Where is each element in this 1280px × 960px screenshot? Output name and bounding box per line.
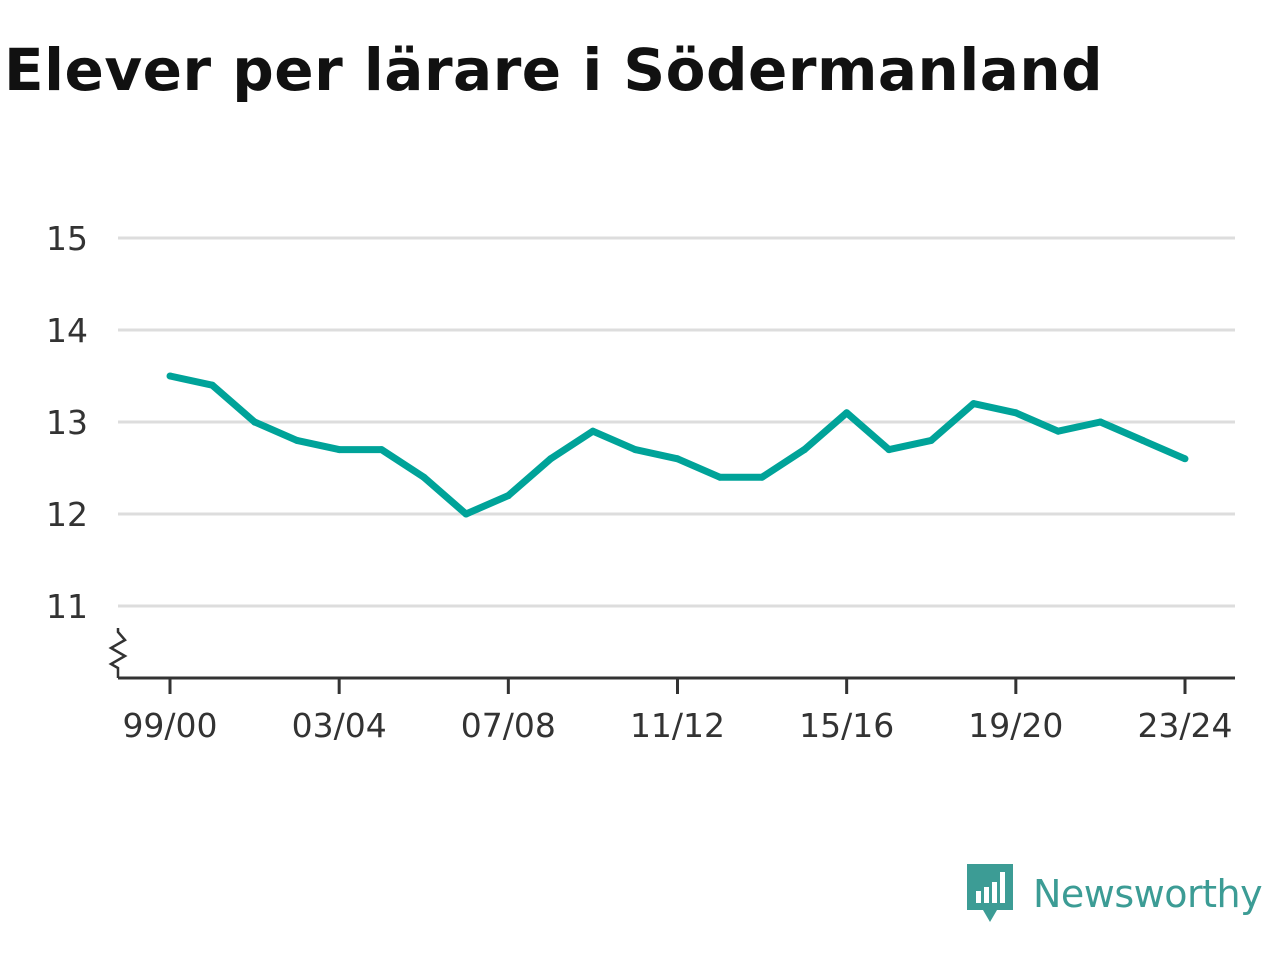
- data-point: [843, 409, 851, 417]
- data-point: [377, 446, 385, 454]
- y-tick-label: 15: [46, 219, 88, 258]
- data-point: [1139, 436, 1147, 444]
- x-tick-label: 07/08: [461, 706, 556, 745]
- x-tick-label: 23/24: [1137, 706, 1232, 745]
- data-point: [1054, 427, 1062, 435]
- data-point: [589, 427, 597, 435]
- data-point: [462, 510, 470, 518]
- data-point: [970, 400, 978, 408]
- gridlines: [118, 236, 1235, 608]
- y-tick-label: 12: [46, 495, 88, 534]
- x-tick-label: 03/04: [292, 706, 387, 745]
- x-tick-label: 99/00: [122, 706, 217, 745]
- brand-name: Newsworthy: [1033, 872, 1263, 916]
- y-tick-label: 11: [46, 587, 88, 626]
- data-point: [674, 455, 681, 463]
- data-point: [504, 492, 512, 500]
- chart-title: Elever per lärare i Södermanland: [4, 36, 1104, 104]
- series-layer: [166, 372, 1189, 518]
- data-point: [716, 473, 724, 481]
- y-tick-label: 14: [46, 311, 88, 350]
- data-point: [800, 446, 808, 454]
- data-point: [758, 473, 766, 481]
- data-point: [1096, 418, 1104, 426]
- data-point: [1012, 409, 1020, 417]
- data-point: [293, 436, 301, 444]
- newsworthy-logo-icon: [967, 864, 1013, 922]
- data-point: [208, 381, 216, 389]
- brand-logo: Newsworthy: [965, 864, 1263, 924]
- data-point: [547, 455, 555, 463]
- data-point: [927, 436, 935, 444]
- series-line: [169, 372, 1187, 518]
- data-point: [251, 418, 259, 426]
- y-axis-break: [108, 628, 128, 678]
- x-tick-label: 15/16: [799, 706, 894, 745]
- y-tick-label: 13: [46, 403, 88, 442]
- x-axis: 99/00 03/04 07/08 11/12 15/16 19/20 23/24: [108, 628, 1235, 745]
- x-tick-label: 11/12: [630, 706, 725, 745]
- data-point: [1181, 455, 1189, 463]
- data-point: [631, 446, 639, 454]
- data-point: [885, 446, 893, 454]
- data-point: [335, 446, 343, 454]
- x-tick-label: 19/20: [968, 706, 1063, 745]
- y-axis-ticks: 11 12 13 14 15: [46, 219, 88, 626]
- data-point: [166, 372, 174, 380]
- data-point: [420, 473, 428, 481]
